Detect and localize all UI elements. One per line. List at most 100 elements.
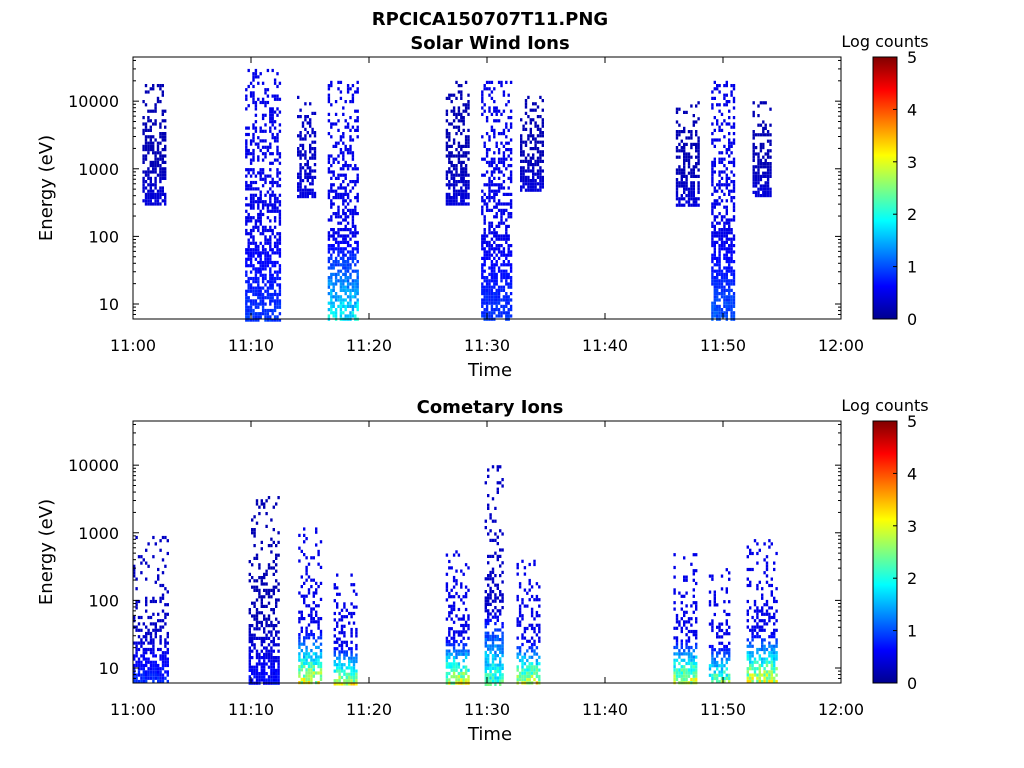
heatmap-cell [495,224,498,228]
panel-title: Solar Wind Ions [410,33,569,54]
heatmap-cell [345,650,348,654]
heatmap-cell [716,279,719,283]
heatmap-cell [485,160,489,164]
heatmap-cell [350,675,353,680]
heatmap-cell [752,171,755,175]
heatmap-cell [490,128,494,132]
heatmap-cell [692,649,695,653]
heatmap-cell [541,140,544,144]
heatmap-cell [249,184,253,188]
heatmap-cell [254,72,258,76]
heatmap-cell [697,184,700,188]
heatmap-cell [317,604,320,608]
heatmap-cell [725,221,728,225]
heatmap-cell [249,91,253,95]
heatmap-cell [752,158,755,162]
heatmap-cell [460,623,463,628]
heatmap-cell [695,569,698,573]
heatmap-cell [349,298,352,302]
heatmap-cell [269,315,272,319]
heatmap-cell [762,194,765,198]
heatmap-cell [264,129,267,133]
heatmap-cell [159,170,162,174]
heatmap-cell [252,158,255,162]
heatmap-cell [248,646,251,650]
heatmap-cell [720,587,724,591]
heatmap-cell [533,642,536,647]
heatmap-cell [711,237,714,241]
heatmap-cell [695,581,698,586]
heatmap-cell [725,298,728,302]
heatmap-cell [255,662,259,666]
heatmap-cell [263,675,266,679]
heatmap-cell [145,638,148,642]
heatmap-cell [685,642,688,646]
heatmap-cell [505,218,508,222]
heatmap-cell [687,203,691,207]
heatmap-cell [759,142,763,146]
heatmap-cell [349,128,352,132]
heatmap-cell [258,652,261,656]
heatmap-cell [142,180,145,184]
heatmap-cell [161,135,164,139]
heatmap-cell [272,649,275,653]
heatmap-cell [718,308,721,312]
heatmap-cell [337,269,340,273]
heatmap-cell [334,292,338,296]
heatmap-cell [683,165,686,169]
heatmap-cell [493,135,496,139]
heatmap-cell [725,648,728,652]
heatmap-cell [500,208,503,212]
heatmap-cell [254,318,258,322]
heatmap-cell [509,205,513,209]
heatmap-cell [317,623,320,627]
heatmap-cell [344,298,347,302]
heatmap-cell [713,80,716,84]
heatmap-cell [762,133,765,137]
heatmap-cell [678,165,681,169]
heatmap-cell [763,679,766,684]
heatmap-cell [723,654,726,658]
heatmap-cell [718,256,721,260]
heatmap-cell [713,164,716,168]
heatmap-cell [327,119,331,123]
heatmap-cell [346,148,350,152]
heatmap-cell [330,84,333,88]
heatmap-cell [264,104,267,108]
heatmap-cell [254,200,258,204]
heatmap-cell [518,658,522,663]
heatmap-cell [156,202,160,206]
heatmap-cell [338,675,341,680]
heatmap-cell [464,135,468,139]
heatmap-cell [495,298,498,302]
y-tick-label: 10000 [68,456,119,475]
heatmap-cell [488,228,491,232]
heatmap-cell [489,574,492,578]
heatmap-cell [301,195,305,199]
heatmap-cell [467,675,470,679]
heatmap-cell [356,87,359,91]
heatmap-cell [507,164,510,168]
heatmap-cell [509,199,513,203]
heatmap-cell [303,655,306,659]
heatmap-cell [770,673,773,677]
heatmap-cell [260,643,263,647]
heatmap-cell [313,140,317,144]
heatmap-cell [539,150,542,154]
heatmap-cell [530,585,534,589]
heatmap-cell [464,186,468,190]
heatmap-cell [481,189,484,193]
heatmap-cell [523,604,527,608]
heatmap-cell [749,583,752,588]
heatmap-cell [690,629,693,634]
heatmap-cell [305,652,308,656]
heatmap-cell [339,285,343,289]
heatmap-cell [247,280,250,284]
heatmap-cell [501,625,504,629]
heatmap-cell [488,196,491,200]
heatmap-cell [252,75,255,79]
heatmap-cell [245,248,248,252]
heatmap-cell [337,186,340,190]
heatmap-cell [247,289,250,293]
